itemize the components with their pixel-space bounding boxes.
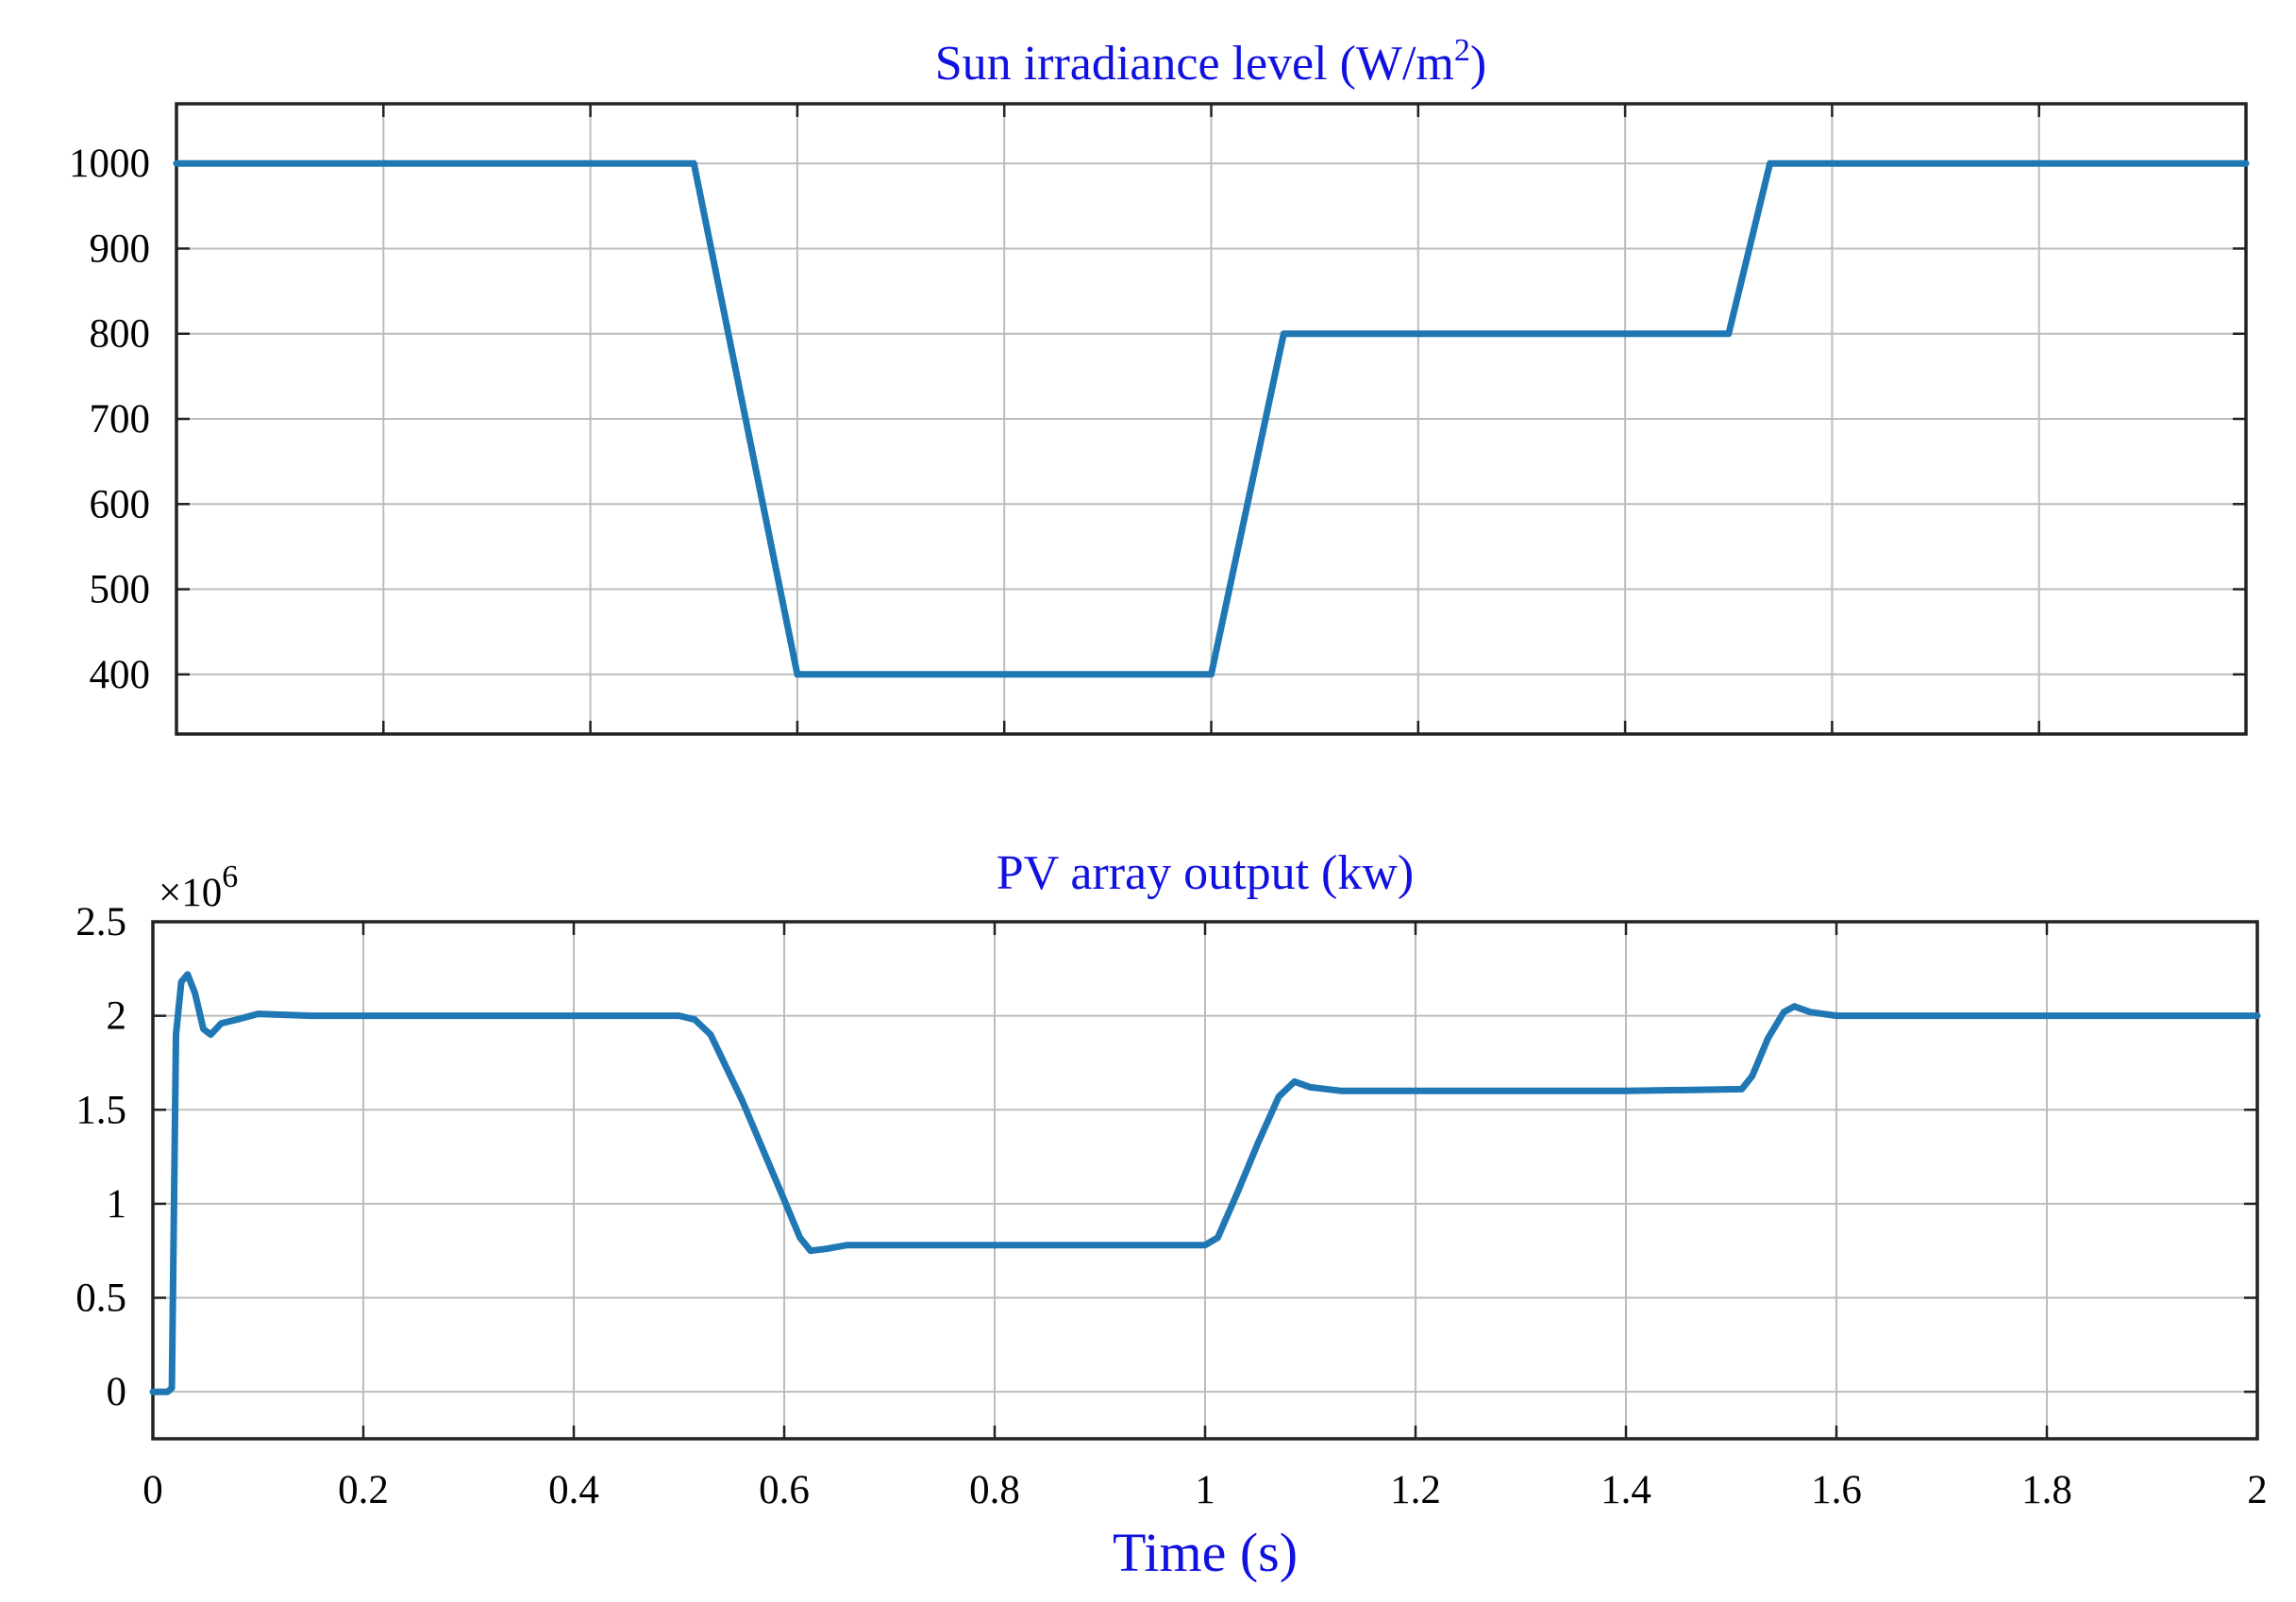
pv-output-axes: 0 0.2 0.4 0.6 0.8 1 1.2 1.4 1.6 1.8 200.511.522.5 … <box>75 846 2268 1583</box>
irradiance-ticks: 400 500 600 700 800 900 1000 <box>69 104 2248 734</box>
irradiance-title-end: ) <box>1470 37 1486 91</box>
pv-output-xtick-label-6: 1.2 <box>1390 1468 1441 1512</box>
irradiance-ytick-label-2: 600 <box>90 482 151 526</box>
pv-output-xtick-label-5: 1 <box>1195 1468 1215 1512</box>
irradiance-axes: 400 500 600 700 800 900 1000 Sun irradiance le… <box>69 33 2250 736</box>
pv-output-ytick-label-4: 2 <box>107 994 127 1039</box>
pv-output-xtick-label-1: 0.2 <box>338 1468 389 1512</box>
pv-output-series-line-0 <box>149 971 2261 1395</box>
pv-output-grid <box>153 922 2257 1439</box>
pv-output-ytick-label-1: 0.5 <box>75 1277 126 1321</box>
pv-output-series <box>149 971 2261 1395</box>
pv-output-xtick-label-3: 0.6 <box>759 1468 810 1512</box>
pv-output-title: PV array output (kw) <box>997 846 1414 900</box>
irradiance-title-main: Sun irradiance level (W/m <box>935 37 1454 91</box>
irradiance-series-line-0 <box>173 159 2250 678</box>
pv-output-ytick-label-2: 1 <box>107 1182 127 1227</box>
irradiance-ytick-label-6: 1000 <box>69 142 150 186</box>
irradiance-ytick-label-0: 400 <box>90 653 151 697</box>
pv-output-xtick-label-4: 0.8 <box>969 1468 1020 1512</box>
pv-output-multiplier: ×106 <box>159 859 238 915</box>
irradiance-ytick-label-4: 800 <box>90 312 151 357</box>
pv-output-xtick-label-8: 1.6 <box>1811 1468 1862 1512</box>
multiplier-base: ×10 <box>159 871 222 915</box>
multiplier-exponent: 6 <box>222 859 238 894</box>
irradiance-ytick-label-5: 900 <box>90 226 151 271</box>
irradiance-ytick-label-1: 500 <box>90 568 151 612</box>
pv-output-xtick-label-9: 1.8 <box>2021 1468 2072 1512</box>
x-axis-label: Time (s) <box>1113 1522 1298 1583</box>
irradiance-title: Sun irradiance level (W/m2) <box>935 33 1486 91</box>
pv-output-ytick-label-0: 0 <box>107 1370 127 1414</box>
pv-output-ticks: 0 0.2 0.4 0.6 0.8 1 1.2 1.4 1.6 1.8 2 0 0.5 1 1.5 2 2.5 <box>75 900 2268 1512</box>
irradiance-series <box>173 159 2250 678</box>
pv-output-xtick-label-7: 1.4 <box>1600 1468 1651 1512</box>
pv-output-xtick-label-2: 0.4 <box>548 1468 599 1512</box>
pv-output-xtick-label-10: 2 <box>2247 1468 2268 1512</box>
pv-output-xtick-label-0: 0 <box>142 1468 163 1512</box>
irradiance-ytick-label-3: 700 <box>90 397 151 442</box>
pv-output-ytick-label-5: 2.5 <box>75 900 126 944</box>
pv-output-ytick-label-3: 1.5 <box>75 1088 126 1132</box>
irradiance-title-sup: 2 <box>1454 33 1470 68</box>
